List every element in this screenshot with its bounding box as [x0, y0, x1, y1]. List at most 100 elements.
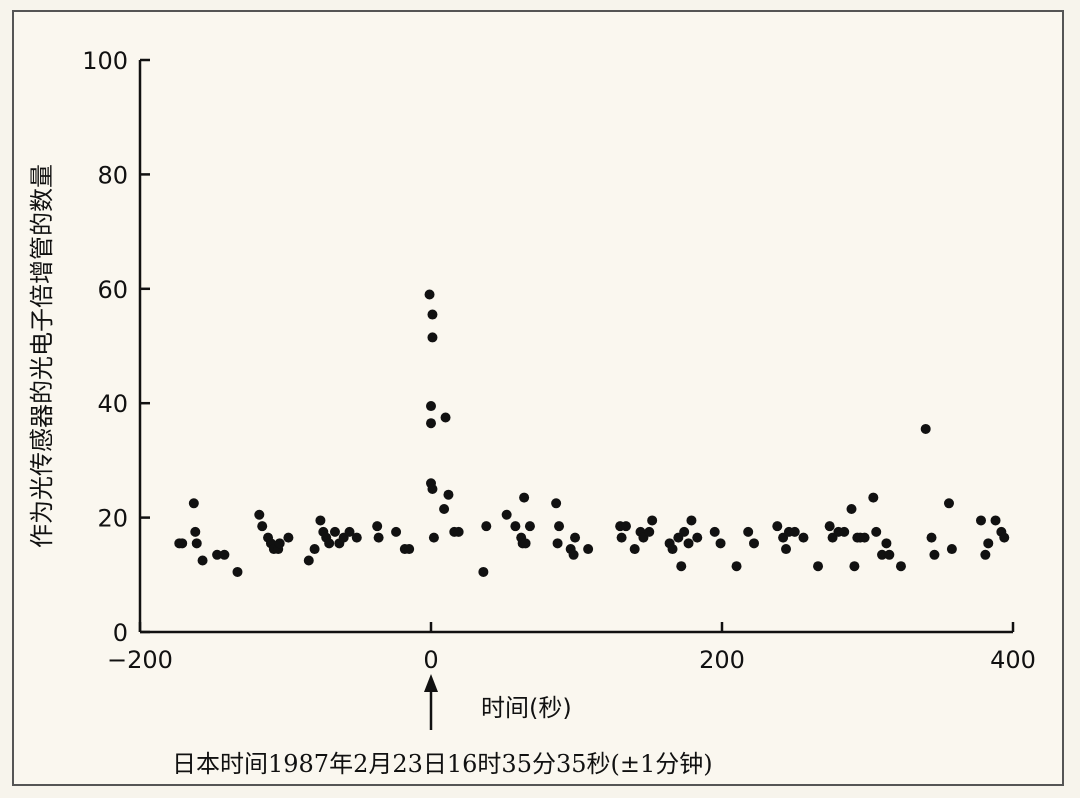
data-point [440, 412, 451, 423]
data-point [424, 289, 435, 300]
data-point [868, 492, 879, 503]
data-point [667, 544, 678, 555]
data-point [428, 532, 439, 543]
y-tick-label: 0 [113, 619, 128, 647]
x-tick-label: 400 [990, 646, 1036, 674]
y-tick-label: 60 [97, 276, 128, 304]
data-point [404, 544, 415, 555]
x-axis-title: 时间(秒) [481, 694, 572, 722]
data-point [731, 561, 742, 572]
data-point [849, 561, 860, 572]
event-arrow [424, 674, 438, 730]
data-point [212, 549, 223, 560]
data-point [309, 544, 320, 555]
data-point [372, 521, 383, 532]
data-point [257, 521, 268, 532]
figure-frame [12, 10, 1064, 786]
data-point [846, 504, 857, 515]
data-point [570, 532, 581, 543]
data-point [583, 544, 594, 555]
data-point [980, 549, 991, 560]
data-point [191, 538, 202, 549]
y-ticks: 0 20 40 60 80 100 [82, 47, 150, 647]
data-point [772, 521, 783, 532]
data-point [329, 526, 340, 537]
data-point [197, 555, 208, 566]
data-point [881, 538, 892, 549]
data-point [443, 489, 454, 500]
y-tick-label: 100 [82, 47, 128, 75]
data-point [839, 526, 850, 537]
data-point [676, 561, 687, 572]
data-point [427, 484, 438, 494]
data-point [552, 538, 563, 549]
data-point [715, 538, 726, 549]
data-point [709, 526, 720, 537]
data-point [551, 498, 562, 509]
data-point [427, 332, 438, 343]
data-point [481, 521, 492, 532]
data-point [895, 561, 906, 572]
y-tick-label: 20 [97, 505, 128, 533]
data-point [283, 532, 294, 543]
data-point [990, 515, 1001, 526]
data-points [174, 289, 1010, 577]
data-point [749, 538, 760, 549]
data-point [824, 521, 835, 532]
data-point [644, 526, 655, 537]
data-point [254, 509, 265, 520]
data-point [798, 532, 809, 543]
data-point [686, 515, 697, 526]
data-point [789, 526, 800, 537]
data-point [884, 549, 895, 560]
x-tick-label: 0 [423, 646, 438, 674]
y-axis-title: 作为光传感器的光电子倍增管的数量 [28, 164, 56, 548]
data-point [501, 509, 512, 520]
data-point [427, 309, 438, 320]
data-point [943, 498, 954, 509]
x-ticks: −200 0 200 400 [107, 622, 1036, 674]
data-point [274, 538, 285, 549]
data-point [554, 521, 565, 532]
data-point [929, 549, 940, 560]
data-point [926, 532, 937, 543]
data-point [692, 532, 703, 543]
data-point [983, 538, 994, 549]
data-point [426, 401, 436, 412]
data-point [629, 544, 640, 555]
data-point [620, 521, 631, 532]
data-point [351, 532, 362, 543]
data-point [177, 538, 188, 549]
data-point [743, 526, 754, 537]
data-point [219, 549, 230, 560]
data-point [519, 492, 530, 503]
data-point [391, 526, 402, 537]
data-point [859, 532, 870, 543]
data-point [946, 544, 957, 555]
data-point [324, 538, 335, 549]
x-tick-label: 200 [699, 646, 745, 674]
data-point [232, 566, 243, 577]
data-point [871, 526, 882, 537]
data-point [426, 418, 436, 429]
data-point [813, 561, 824, 572]
data-point [647, 515, 658, 526]
data-point [188, 498, 199, 509]
data-point [679, 526, 690, 537]
data-point [439, 504, 450, 515]
y-tick-label: 80 [97, 161, 128, 189]
axes [138, 60, 1013, 634]
data-point [568, 549, 579, 560]
data-point [920, 423, 931, 434]
data-point [524, 521, 535, 532]
data-point [453, 526, 464, 537]
data-point [344, 526, 355, 537]
data-point [616, 532, 627, 543]
y-tick-label: 40 [97, 390, 128, 418]
event-timestamp-caption: 日本时间1987年2月23日16时35分35秒(±1分钟) [172, 750, 713, 778]
data-point [877, 549, 888, 560]
data-point [190, 526, 201, 537]
data-point [975, 515, 986, 526]
data-point [510, 521, 521, 532]
